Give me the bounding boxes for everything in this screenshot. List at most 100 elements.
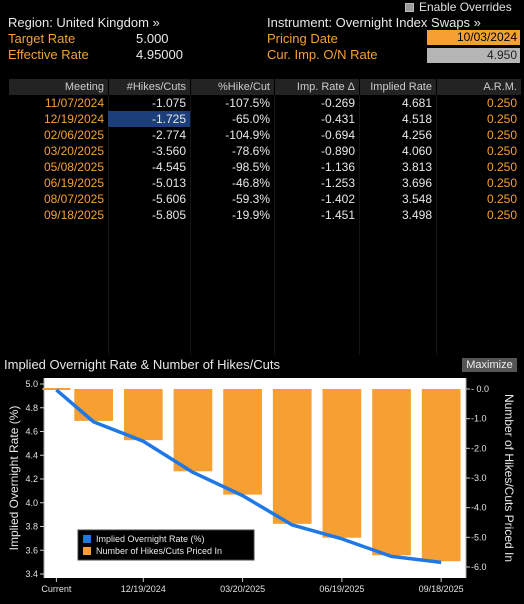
cell-meeting-date[interactable]: 08/07/2025 [43,192,104,206]
x-tick-label: 03/20/2025 [220,584,265,594]
cell-hikes-cuts[interactable]: -4.545 [151,160,186,174]
cell-pct-hike-cut[interactable]: -78.6% [231,144,270,158]
cell-hikes-cuts[interactable]: -3.560 [151,144,186,158]
cell-imp-rate-delta[interactable]: -1.253 [320,176,355,190]
cell-implied-rate[interactable]: 4.060 [401,144,432,158]
checkbox-icon[interactable] [405,2,414,12]
cell-implied-rate[interactable]: 3.696 [401,176,432,190]
cell-hikes-cuts[interactable]: -5.013 [151,176,186,190]
y-axis-label-right: Number of Hikes/Cuts Priced In [502,394,516,562]
table-row[interactable]: 09/18/2025 -5.805 -19.9% -1.451 3.498 0.250 [8,207,521,223]
target-rate-label: Target Rate [8,31,76,46]
col-header-arm[interactable]: A.R.M. [436,79,521,95]
cell-meeting-date[interactable]: 11/07/2024 [44,96,104,110]
bar-06/19/2025 [322,389,362,538]
cell-imp-rate-delta[interactable]: -0.890 [320,144,355,158]
y-tick-label: 4.8 [25,403,38,413]
x-tick-label: 09/18/2025 [419,584,464,594]
rate-hikes-chart: 5.0 4.8 4.6 4.4 4.2 4.0 3.8 3.6 3.4 - 0.0 -1.0 -2.0… [7,378,516,594]
cell-hikes-cuts[interactable]: -5.805 [151,208,186,222]
x-tick-label: Current [41,584,72,594]
y-tick-label: 5.0 [25,379,38,389]
legend-label: Implied Overnight Rate (%) [96,534,205,544]
effective-rate-label: Effective Rate [8,47,89,62]
y-right-tick-label: - 0.0 [471,384,489,394]
cell-arm[interactable]: 0.250 [486,176,517,190]
cell-pct-hike-cut[interactable]: -19.9% [231,208,270,222]
cell-hikes-cuts[interactable]: -1.725 [108,111,190,127]
table-row[interactable]: 05/08/2025 -4.545 -98.5% -1.136 3.813 0.250 [8,159,521,175]
cell-imp-rate-delta[interactable]: -0.694 [320,128,355,142]
instrument-selector[interactable]: Instrument: Overnight Index Swaps » [267,15,481,30]
cell-implied-rate[interactable]: 4.681 [401,96,432,110]
pricing-date-input[interactable]: 10/03/2024 [427,30,520,45]
cell-implied-rate[interactable]: 3.813 [401,160,432,174]
table-header: Meeting #Hikes/Cuts %Hike/Cut Imp. Rate … [8,79,521,95]
enable-overrides-toggle[interactable]: Enable Overrides [405,0,512,14]
y-tick-label: 4.2 [25,474,38,484]
cell-imp-rate-delta[interactable]: -0.269 [320,96,355,110]
bar-03/20/2025 [223,389,262,495]
y-tick-label: 4.4 [25,450,38,460]
cell-arm[interactable]: 0.250 [486,208,517,222]
col-header-imp-rate-delta[interactable]: Imp. Rate Δ [274,79,359,95]
col-header-implied-rate[interactable]: Implied Rate [359,79,436,95]
cell-imp-rate-delta[interactable]: -1.451 [320,208,355,222]
cell-meeting-date[interactable]: 02/06/2025 [43,128,104,142]
table-row[interactable]: 11/07/2024 -1.075 -107.5% -0.269 4.681 0.250 [8,95,521,111]
cell-implied-rate[interactable]: 4.256 [401,128,432,142]
cur-imp-rate-value: 4.950 [427,48,520,63]
y-tick-label: 4.6 [25,427,38,437]
cell-arm[interactable]: 0.250 [486,128,517,142]
col-header-meeting[interactable]: Meeting [8,79,108,95]
y-tick-label: 4.0 [25,498,38,508]
cell-pct-hike-cut[interactable]: -107.5% [225,96,270,110]
cell-arm[interactable]: 0.250 [486,112,517,126]
y-right-tick-label: -6.0 [471,562,487,572]
cell-implied-rate[interactable]: 3.548 [401,192,432,206]
legend-swatch [83,547,91,555]
maximize-button[interactable]: Maximize [462,358,517,372]
cell-arm[interactable]: 0.250 [486,96,517,110]
bar-02/06/2025 [173,389,213,472]
cell-imp-rate-delta[interactable]: -1.402 [320,192,355,206]
cell-imp-rate-delta[interactable]: -0.431 [320,112,355,126]
cell-meeting-date[interactable]: 05/08/2025 [43,160,104,174]
cell-hikes-cuts[interactable]: -5.606 [151,192,186,206]
table-row[interactable]: 08/07/2025 -5.606 -59.3% -1.402 3.548 0.250 [8,191,521,207]
cell-hikes-cuts[interactable]: -1.075 [151,96,186,110]
y-tick-label: 3.8 [25,522,38,532]
cell-arm[interactable]: 0.250 [486,160,517,174]
col-header-hikes-cuts[interactable]: #Hikes/Cuts [108,79,190,95]
cell-meeting-date[interactable]: 03/20/2025 [43,144,104,158]
implied-rate-line [55,388,442,565]
y-right-tick-label: -3.0 [471,473,487,483]
region-selector[interactable]: Region: United Kingdom » [8,15,160,30]
cell-pct-hike-cut[interactable]: -104.9% [225,128,270,142]
cell-imp-rate-delta[interactable]: -1.136 [320,160,355,174]
meetings-table: Meeting #Hikes/Cuts %Hike/Cut Imp. Rate … [8,79,521,355]
table-row[interactable]: 06/19/2025 -5.013 -46.8% -1.253 3.696 0.250 [8,175,521,191]
table-row[interactable]: 03/20/2025 -3.560 -78.6% -0.890 4.060 0.250 [8,143,521,159]
cell-arm[interactable]: 0.250 [486,192,517,206]
chart-title: Implied Overnight Rate & Number of Hikes… [4,357,280,372]
legend-box [77,529,255,561]
cell-meeting-date[interactable]: 09/18/2025 [43,208,104,222]
x-tick-label: 06/19/2025 [319,584,364,594]
bar-08/07/2025 [372,389,411,556]
col-header-pct-hike-cut[interactable]: %Hike/Cut [190,79,274,95]
cell-hikes-cuts[interactable]: -2.774 [151,128,186,142]
cell-arm[interactable]: 0.250 [486,144,517,158]
cell-implied-rate[interactable]: 4.518 [401,112,432,126]
cell-meeting-date[interactable]: 12/19/2024 [43,112,104,126]
table-row[interactable]: 02/06/2025 -2.774 -104.9% -0.694 4.256 0.250 [8,127,521,143]
cell-pct-hike-cut[interactable]: -46.8% [231,176,270,190]
table-row[interactable]: 12/19/2024 -1.725 -65.0% -0.431 4.518 0.250 [8,111,521,127]
cell-meeting-date[interactable]: 06/19/2025 [43,176,104,190]
cell-pct-hike-cut[interactable]: -59.3% [231,192,270,206]
cell-pct-hike-cut[interactable]: -98.5% [231,160,270,174]
cell-implied-rate[interactable]: 3.498 [401,208,432,222]
cell-pct-hike-cut[interactable]: -65.0% [231,112,270,126]
y-right-tick-label: -5.0 [471,532,487,542]
enable-overrides-label: Enable Overrides [419,0,512,14]
